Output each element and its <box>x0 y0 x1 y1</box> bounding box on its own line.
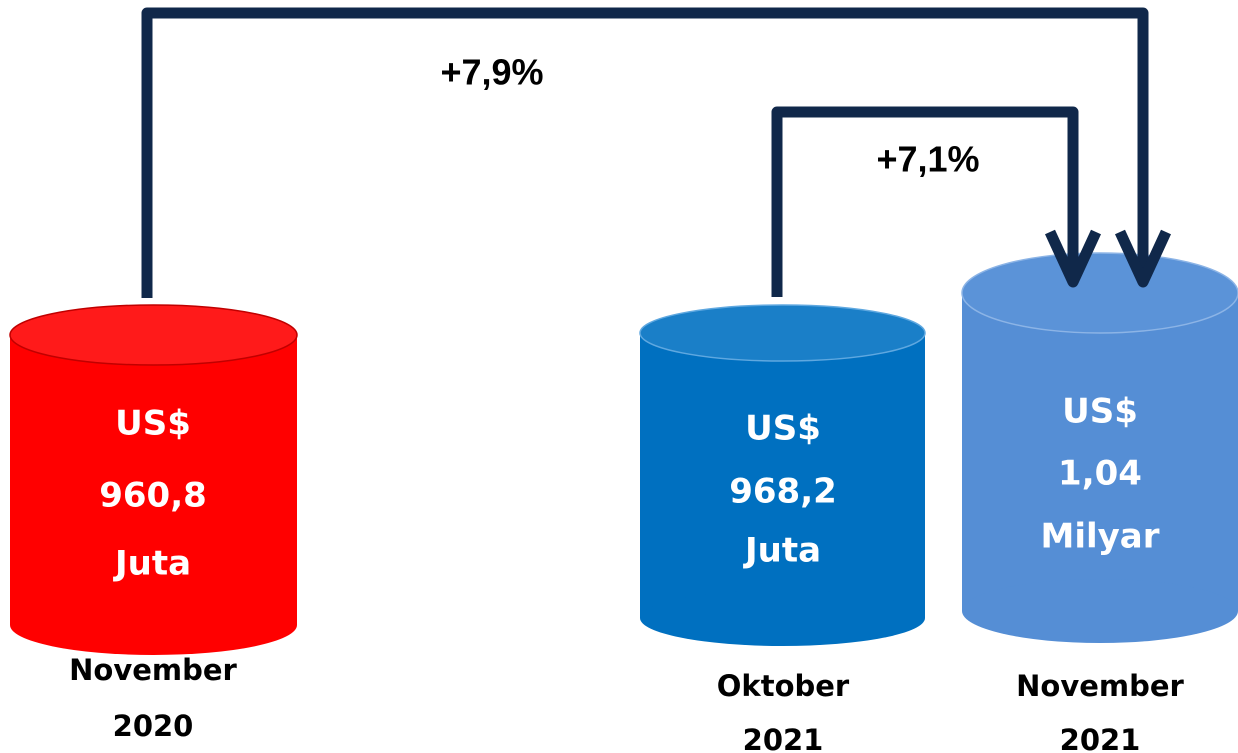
cylinder-bottom <box>10 595 297 655</box>
arrow <box>141 7 1149 298</box>
cylinder-text: 1,04 <box>1058 454 1142 494</box>
caption: November <box>1016 669 1184 703</box>
arrow <box>771 106 1079 297</box>
cylinder: US$ 968,2 Juta <box>639 304 926 646</box>
cylinder: US$ 1,04 Milyar <box>961 252 1238 643</box>
arrow-label: +7,1% <box>876 139 979 180</box>
cylinder-body <box>962 293 1238 611</box>
cylinder: US$ 960,8 Juta <box>9 304 298 655</box>
cylinder-text: US$ <box>1062 392 1138 432</box>
caption: November <box>69 653 237 687</box>
cylinder-text: Juta <box>743 531 821 571</box>
caption: 2021 <box>743 723 824 753</box>
arrow-head <box>1045 229 1101 288</box>
cylinder-top <box>9 304 298 366</box>
caption: 2021 <box>1060 723 1141 753</box>
cylinder-bottom <box>640 590 925 646</box>
cylinder-body <box>10 335 297 625</box>
cylinder-bottom <box>962 579 1238 643</box>
caption: 2020 <box>113 709 194 743</box>
cylinder-text: Milyar <box>1040 517 1159 557</box>
cylinder-text: US$ <box>745 409 821 449</box>
cylinder-text: 968,2 <box>729 472 837 512</box>
cylinder-text: Juta <box>113 544 191 584</box>
arrow-label: +7,9% <box>440 52 543 93</box>
arrow-head <box>1115 229 1171 288</box>
cylinder-text: US$ <box>115 404 191 444</box>
cylinder-top <box>961 252 1238 334</box>
caption: Oktober <box>717 669 850 703</box>
cylinder-body <box>640 333 925 618</box>
cylinder-top <box>639 304 926 362</box>
cylinder-text: 960,8 <box>99 476 207 516</box>
